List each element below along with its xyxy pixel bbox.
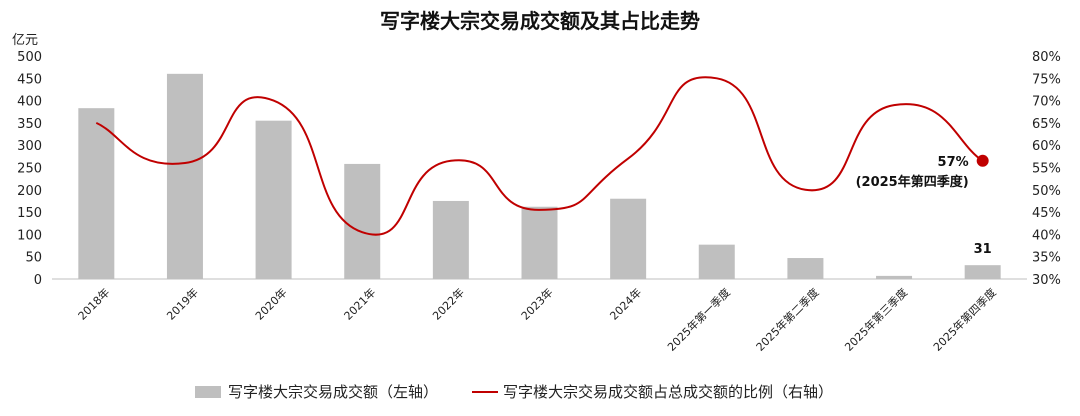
ratio-line bbox=[95, 76, 984, 236]
left-tick-label: 150 bbox=[17, 206, 42, 221]
bar bbox=[432, 200, 469, 279]
ratio-last-point bbox=[976, 154, 989, 167]
left-axis-ticks: 0 50 100 150 200 250 300 350 400 450 500 bbox=[17, 50, 42, 288]
right-tick-label: 30% bbox=[1032, 273, 1061, 288]
bar bbox=[787, 258, 824, 279]
ratio-last-value-label: 57% bbox=[938, 155, 969, 170]
x-tick-label: 2025年第二季度 bbox=[753, 285, 822, 354]
right-axis-ticks: 30% 35% 40% 45% 50% 55% 60% 65% 70% 75% 80% bbox=[1032, 50, 1061, 288]
x-tick-label: 2025年第一季度 bbox=[664, 285, 733, 354]
right-tick-label: 60% bbox=[1032, 139, 1061, 154]
right-tick-label: 80% bbox=[1032, 50, 1061, 65]
bar bbox=[78, 108, 115, 279]
bar-series bbox=[78, 73, 1001, 279]
left-tick-label: 50 bbox=[25, 251, 42, 266]
right-tick-label: 70% bbox=[1032, 95, 1061, 110]
x-tick-label: 2022年 bbox=[430, 285, 467, 322]
bar bbox=[344, 163, 381, 279]
x-tick-label: 2023年 bbox=[518, 285, 555, 322]
x-tick-label: 2021年 bbox=[341, 285, 378, 322]
right-tick-label: 55% bbox=[1032, 162, 1061, 177]
x-axis-ticks: 2018年 2019年 2020年 2021年 2022年 2023年 2024年 2025年… bbox=[75, 285, 999, 354]
bar bbox=[964, 265, 1001, 279]
bar-last-value-label: 31 bbox=[974, 242, 992, 257]
right-tick-label: 75% bbox=[1032, 72, 1061, 87]
legend: 写字楼大宗交易成交额（左轴） 写字楼大宗交易成交额占总成交额的比例（右轴） bbox=[195, 383, 833, 401]
bar bbox=[166, 73, 203, 279]
left-tick-label: 350 bbox=[17, 117, 42, 132]
right-tick-label: 45% bbox=[1032, 206, 1061, 221]
ratio-last-note: (2025年第四季度) bbox=[856, 174, 969, 190]
x-tick-label: 2019年 bbox=[164, 285, 201, 322]
left-tick-label: 200 bbox=[17, 184, 42, 199]
right-tick-label: 50% bbox=[1032, 184, 1061, 199]
x-tick-label: 2018年 bbox=[75, 285, 112, 322]
bar bbox=[610, 198, 647, 279]
left-tick-label: 400 bbox=[17, 95, 42, 110]
left-tick-label: 0 bbox=[34, 273, 42, 288]
x-tick-label: 2025年第四季度 bbox=[930, 285, 999, 354]
bar bbox=[521, 206, 558, 279]
right-tick-label: 40% bbox=[1032, 228, 1061, 243]
legend-bar-swatch bbox=[195, 386, 221, 398]
left-tick-label: 300 bbox=[17, 139, 42, 154]
legend-line-label: 写字楼大宗交易成交额占总成交额的比例（右轴） bbox=[503, 383, 833, 401]
x-tick-label: 2020年 bbox=[252, 285, 289, 322]
chart-title: 写字楼大宗交易成交额及其占比走势 bbox=[380, 9, 700, 33]
legend-bar-label: 写字楼大宗交易成交额（左轴） bbox=[228, 383, 438, 401]
bar bbox=[255, 120, 292, 279]
left-axis-unit: 亿元 bbox=[12, 33, 38, 48]
left-tick-label: 450 bbox=[17, 72, 42, 87]
x-tick-label: 2024年 bbox=[607, 285, 644, 322]
left-tick-label: 100 bbox=[17, 228, 42, 243]
left-tick-label: 250 bbox=[17, 162, 42, 177]
bar bbox=[698, 244, 735, 279]
left-tick-label: 500 bbox=[17, 50, 42, 65]
right-tick-label: 65% bbox=[1032, 117, 1061, 132]
bar bbox=[876, 275, 913, 279]
right-tick-label: 35% bbox=[1032, 251, 1061, 266]
x-tick-label: 2025年第三季度 bbox=[842, 285, 911, 354]
